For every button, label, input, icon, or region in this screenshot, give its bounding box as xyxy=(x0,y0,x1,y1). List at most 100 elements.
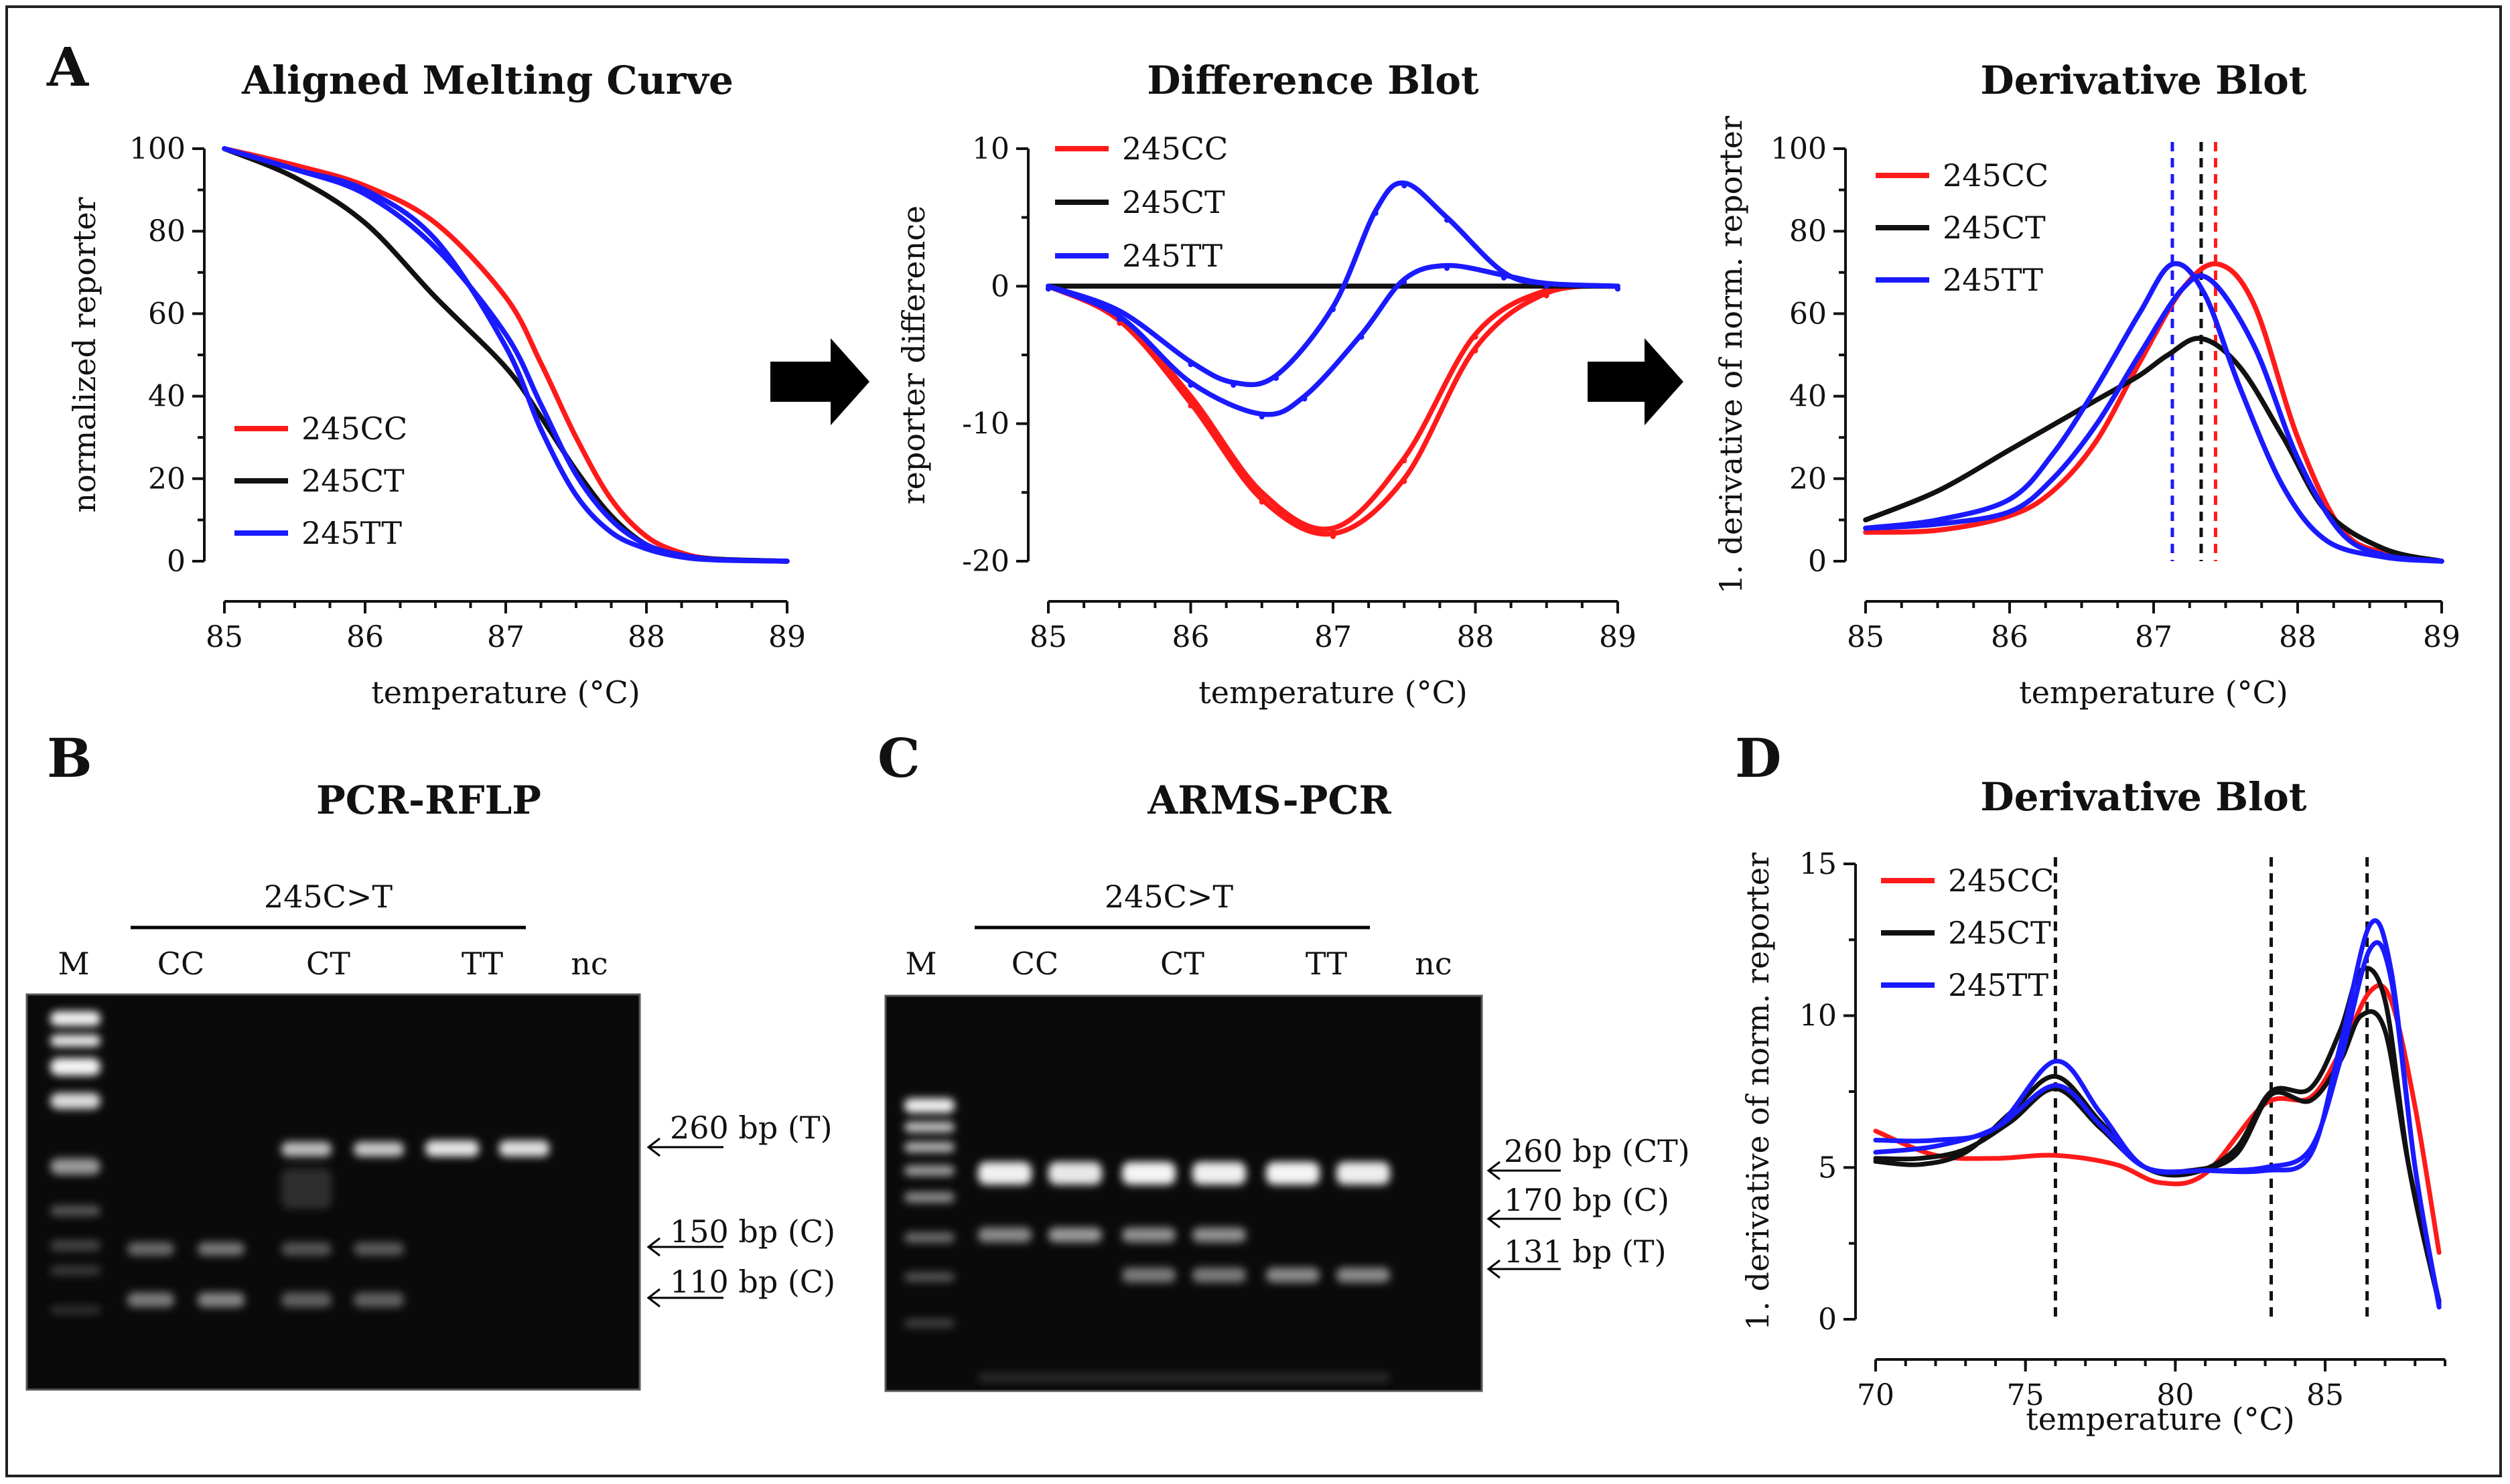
legend-label: 245CT xyxy=(301,463,405,499)
legend-label: 245TT xyxy=(301,515,402,551)
y-axis-label: normalized reporter xyxy=(66,197,102,512)
chart-title: Difference Blot xyxy=(1147,58,1479,103)
data-point xyxy=(1330,307,1336,313)
y-tick-label: 0 xyxy=(1818,1303,1837,1337)
x-tick-label: 86 xyxy=(1172,620,1210,654)
data-point xyxy=(1330,528,1336,534)
gel-title-rflp: PCR-RFLP xyxy=(316,777,541,823)
x-tick-label: 70 xyxy=(1857,1378,1894,1412)
legend-label: 245CC xyxy=(1943,157,2048,194)
melting-curve-chart: Aligned Melting Curve 0 20 40 60 80 100 85 86 87 8… xyxy=(66,58,806,711)
lane-label-tt: TT xyxy=(1306,946,1348,982)
band-label-rflp-2: 150 bp (C) xyxy=(670,1213,835,1250)
data-point xyxy=(1501,275,1507,281)
lane-label-nc: nc xyxy=(571,946,608,982)
data-point xyxy=(1401,183,1407,189)
gel-bands-arms xyxy=(904,1098,1390,1382)
y-tick-label: 80 xyxy=(148,214,186,248)
derivative-blot-chart-a: Derivative Blot 0 20 40 60 80 100 85 86 87 88 89 tem… xyxy=(1713,58,2460,711)
x-tick-label: 85 xyxy=(1847,620,1884,654)
data-point xyxy=(1358,334,1365,340)
data-point xyxy=(1444,217,1450,223)
data-point xyxy=(1231,382,1237,388)
lane-label-cc: CC xyxy=(1012,946,1058,982)
band-label-arms-3: 131 bp (T) xyxy=(1504,1234,1667,1270)
y-tick-label: 60 xyxy=(148,297,186,331)
data-point xyxy=(1543,283,1549,289)
data-point xyxy=(1259,499,1265,505)
y-tick-label: 5 xyxy=(1818,1151,1837,1185)
chart-title: Derivative Blot xyxy=(1980,58,2306,103)
band-label-arms-1: 260 bp (CT) xyxy=(1504,1133,1690,1169)
x-tick-label: 88 xyxy=(2279,620,2316,654)
series-line xyxy=(1863,261,2444,564)
y-tick-label: 0 xyxy=(1808,544,1827,579)
lane-label-ct: CT xyxy=(306,946,350,982)
x-tick-label: 86 xyxy=(346,620,384,654)
legend-label: 245TT xyxy=(1943,262,2043,298)
x-tick-label: 85 xyxy=(1030,620,1067,654)
gel-image-arms xyxy=(884,994,1483,1392)
band-arrow-icon xyxy=(1486,1161,1561,1279)
y-tick-label: 20 xyxy=(1789,462,1827,496)
y-tick-label: 10 xyxy=(1799,999,1837,1033)
y-tick-label: 80 xyxy=(1789,214,1827,248)
arrow-right-icon xyxy=(1588,338,1683,425)
band-arrow-icon xyxy=(646,1137,723,1308)
y-axis-label: 1. derivative of norm. reporter xyxy=(1713,116,1749,594)
data-point xyxy=(1046,286,1051,292)
y-tick-label: 40 xyxy=(1789,380,1827,414)
x-tick-label: 88 xyxy=(1457,620,1494,654)
x-tick-label: 87 xyxy=(1314,620,1352,654)
lane-label-nc: nc xyxy=(1415,946,1452,982)
y-tick-label: 40 xyxy=(148,380,186,414)
data-point xyxy=(1543,290,1549,296)
data-point xyxy=(1472,334,1478,340)
figure-frame xyxy=(5,5,2502,1477)
data-point xyxy=(1188,382,1194,388)
series-line xyxy=(1873,1009,2442,1304)
data-point xyxy=(1259,492,1265,498)
legend-label: 245CC xyxy=(1948,863,2054,899)
series-line xyxy=(222,146,790,564)
x-tick-label: 89 xyxy=(1599,620,1636,654)
legend-label: 245CT xyxy=(1948,915,2051,951)
series-line xyxy=(222,146,790,564)
series-line xyxy=(1863,273,2444,564)
lane-label-m: M xyxy=(58,946,89,982)
data-point xyxy=(1302,396,1308,402)
x-axis-label: temperature (°C) xyxy=(1198,674,1467,711)
gel-group-label-arms: 245C>T xyxy=(1105,879,1234,915)
x-tick-label: 87 xyxy=(487,620,525,654)
gel-group-label-rflp: 245C>T xyxy=(264,879,393,915)
lane-label-tt: TT xyxy=(462,946,504,982)
x-tick-label: 88 xyxy=(628,620,665,654)
data-point xyxy=(1259,414,1265,420)
data-point xyxy=(1401,478,1407,484)
data-point xyxy=(1444,265,1450,271)
panel-label-a: A xyxy=(46,35,89,98)
legend-label: 245CC xyxy=(1122,131,1228,167)
band-label-arms-2: 170 bp (C) xyxy=(1504,1182,1669,1218)
data-point xyxy=(1401,279,1407,285)
gel-panel-rflp: PCR-RFLP 245C>T M CC CT TT nc xyxy=(25,777,835,1391)
gel-panel-arms: ARMS-PCR 245C>T M CC CT TT nc xyxy=(884,777,1690,1392)
arrow-right-icon xyxy=(770,338,869,425)
x-tick-label: 85 xyxy=(206,620,243,654)
y-axis-label: reporter difference xyxy=(896,206,932,505)
data-point xyxy=(1188,396,1194,402)
y-tick-label: -20 xyxy=(962,544,1009,579)
y-axis-label: 1. derivative of norm. reporter xyxy=(1740,852,1776,1331)
panel-label-b: B xyxy=(47,727,92,790)
y-tick-label: 100 xyxy=(129,132,186,166)
legend-label: 245CC xyxy=(301,411,407,447)
data-point xyxy=(1188,362,1194,368)
series-line xyxy=(222,146,790,564)
x-tick-label: 87 xyxy=(2135,620,2172,654)
data-point xyxy=(1117,316,1123,322)
band-label-rflp-1: 260 bp (T) xyxy=(670,1110,833,1146)
legend-label: 245CT xyxy=(1943,210,2046,246)
data-point xyxy=(1472,348,1478,354)
gel-image-rflp xyxy=(25,993,641,1391)
